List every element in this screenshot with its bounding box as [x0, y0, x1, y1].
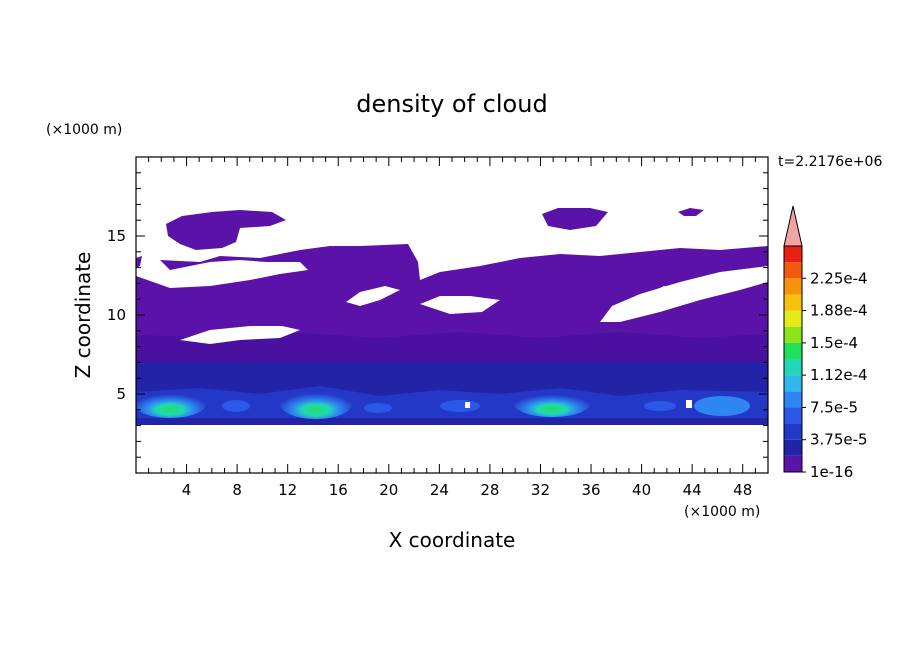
colorbar-swatch	[784, 246, 802, 263]
colorbar-label: 1.88e-4	[810, 302, 868, 320]
y-tick-label: 5	[116, 385, 126, 403]
colorbar-swatch	[784, 407, 802, 424]
cloud-gap	[346, 286, 400, 306]
colorbar-label: 2.25e-4	[810, 269, 868, 287]
x-tick-label: 48	[733, 481, 752, 499]
x-tick-label: 40	[632, 481, 651, 499]
time-label: t=2.2176e+06	[778, 154, 882, 170]
y-unit-note: (×1000 m)	[46, 122, 122, 138]
colorbar-label: 1.12e-4	[810, 366, 868, 384]
chart-title: density of cloud	[356, 90, 547, 118]
colorbar-swatch	[784, 391, 802, 408]
x-tick-label: 20	[379, 481, 398, 499]
dense-core	[514, 391, 590, 417]
blue-speck	[465, 402, 470, 408]
dense-core	[280, 389, 352, 419]
dense-core-mini	[364, 403, 392, 413]
colorbar-swatch	[784, 359, 802, 376]
x-tick-label: 32	[531, 481, 550, 499]
cloud-patch-edge	[136, 256, 142, 268]
cloud-gap	[136, 256, 308, 288]
colorbar: 1e-16 3.75e-5 7.5e-5 1.12e-4 1.5e-4 1.88e-4 2.…	[783, 205, 868, 481]
cloud-gap	[652, 286, 680, 296]
y-axis: 5 10 15	[107, 172, 768, 458]
colorbar-label: 3.75e-5	[810, 431, 868, 449]
x-tick-label: 12	[278, 481, 297, 499]
plot-area	[136, 208, 768, 425]
cloud-gap	[180, 326, 300, 344]
dense-core-mini	[644, 401, 676, 411]
cloud-gap	[600, 266, 768, 322]
y-tick-label: 10	[107, 306, 126, 324]
cloud-patch-upper	[678, 208, 704, 216]
x-tick-label: 16	[329, 481, 348, 499]
x-unit-note: (×1000 m)	[684, 504, 760, 520]
colorbar-swatch	[784, 262, 802, 279]
x-tick-label: 4	[182, 481, 192, 499]
colorbar-swatch	[784, 326, 802, 343]
colorbar-swatch	[784, 278, 802, 295]
colorbar-extension	[783, 205, 803, 247]
x-tick-label: 8	[232, 481, 242, 499]
x-tick-label: 24	[430, 481, 449, 499]
colorbar-swatch	[784, 342, 802, 359]
dense-core-mini	[222, 400, 250, 412]
colorbar-swatch	[784, 455, 802, 472]
dense-core	[694, 396, 750, 416]
y-tick-label: 15	[107, 227, 126, 245]
cloud-gap	[420, 296, 500, 314]
x-axis: 4 8 12 16 20 24 28 32 36 40 44 48	[148, 157, 756, 499]
blue-speck	[686, 400, 692, 408]
colorbar-swatch	[784, 294, 802, 311]
dense-core	[136, 390, 206, 418]
cloud-patch-upper	[542, 208, 608, 230]
colorbar-label: 1.5e-4	[810, 334, 858, 352]
x-axis-label: X coordinate	[389, 528, 516, 552]
x-tick-label: 28	[480, 481, 499, 499]
colorbar-swatch	[784, 310, 802, 327]
colorbar-swatch	[784, 375, 802, 392]
colorbar-swatch	[784, 423, 802, 440]
cloud-patch-upper	[166, 210, 286, 250]
colorbar-label: 7.5e-5	[810, 398, 858, 416]
cloud-band-mid-dark	[136, 332, 768, 362]
colorbar-swatch	[784, 439, 802, 456]
x-tick-label: 36	[581, 481, 600, 499]
dense-core-mini	[440, 400, 480, 412]
x-tick-label: 44	[683, 481, 702, 499]
y-axis-label: Z coordinate	[71, 252, 95, 379]
colorbar-label: 1e-16	[810, 463, 853, 481]
